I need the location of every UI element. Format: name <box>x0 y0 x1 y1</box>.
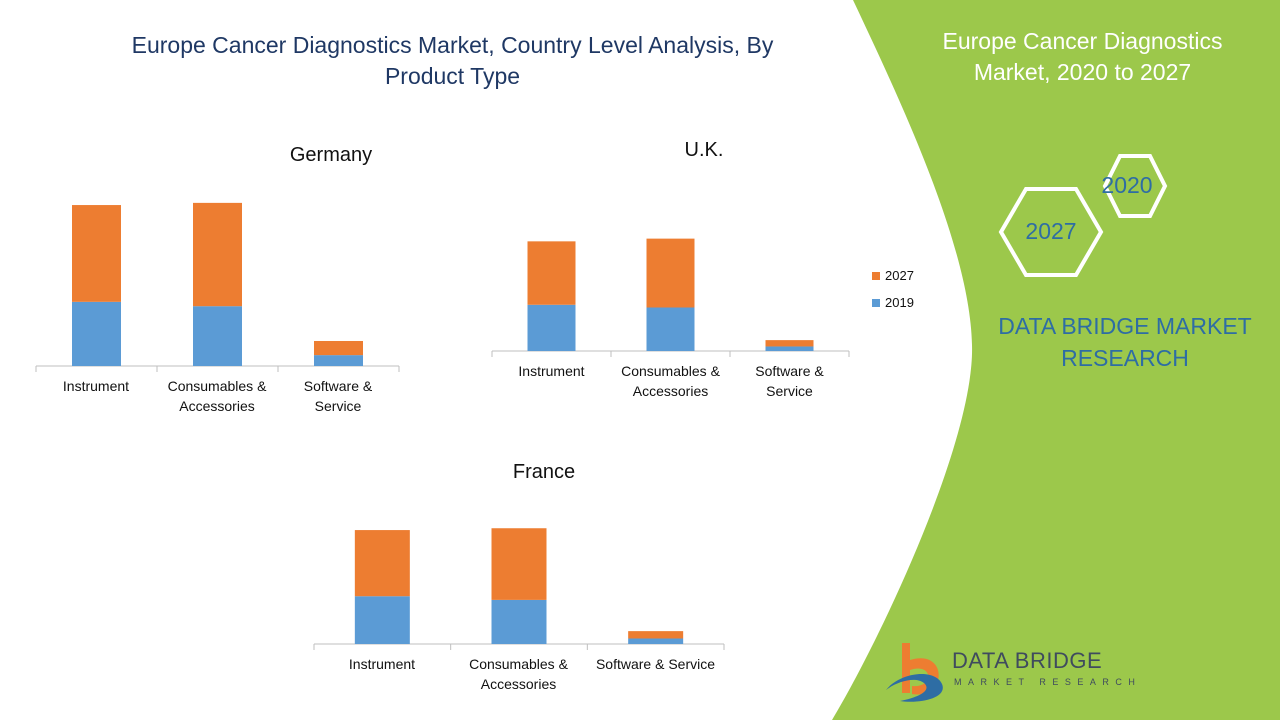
tick-label-france-instrument: Instrument <box>348 656 416 672</box>
tick-label-uk-instrument: Instrument <box>518 363 585 379</box>
hexagon-2027 <box>998 187 1104 277</box>
bar-germany-2019-1 <box>193 306 242 366</box>
hex-label-2027: 2027 <box>1025 218 1077 244</box>
tick-label-germany-instrument: Instrument <box>62 378 130 394</box>
legend: 2027 2019 <box>872 262 914 316</box>
hex-label-2020: 2020 <box>1101 172 1153 198</box>
chart-title-uk: U.K. <box>684 139 724 161</box>
bar-germany-2027-2 <box>314 340 363 356</box>
chart-title-germany: Germany <box>289 144 373 166</box>
legend-label-2019: 2019 <box>885 295 914 310</box>
tick-label-france-consumables: Consumables & Accessories <box>469 656 568 692</box>
legend-item-2027: 2027 <box>872 262 914 289</box>
bar-uk-2019-0 <box>527 304 576 351</box>
tick-label-uk-consumables: Consumables & Accessories <box>621 363 720 399</box>
bar-uk-2019-2 <box>765 346 814 351</box>
charts-layer <box>35 202 850 650</box>
bar-germany-2027-1 <box>193 202 242 307</box>
bar-germany-2027-0 <box>72 205 121 302</box>
tick-label-france-software: Software & Service <box>595 656 716 672</box>
legend-swatch-2027 <box>872 271 880 280</box>
bar-uk-2019-1 <box>646 307 695 351</box>
green-side-panel <box>832 0 1280 720</box>
chart-title-france: France <box>512 461 576 483</box>
brand-name: DATA BRIDGE MARKET RESEARCH <box>998 313 1252 371</box>
logo-wordmark: DATA BRIDGE <box>952 648 1103 673</box>
bar-uk-2027-0 <box>527 241 576 305</box>
data-bridge-logo-icon <box>886 643 943 702</box>
panel-title: Europe Cancer Diagnostics Market, 2020 t… <box>942 28 1223 85</box>
page-title: Europe Cancer Diagnostics Market, Countr… <box>131 32 774 89</box>
legend-swatch-2019 <box>872 298 880 307</box>
hexagon-2020 <box>1102 154 1168 218</box>
bar-germany-2019-0 <box>72 301 121 366</box>
tick-label-uk-software: Software & Service <box>755 363 824 399</box>
bar-france-2019-0 <box>354 596 410 644</box>
legend-label-2027: 2027 <box>885 268 914 283</box>
bar-uk-2027-1 <box>646 238 695 308</box>
bar-france-2027-0 <box>354 530 410 597</box>
bar-france-2027-2 <box>628 631 684 639</box>
bar-france-2027-1 <box>491 528 547 600</box>
bar-uk-2027-2 <box>765 340 814 347</box>
bar-france-2019-1 <box>491 599 547 644</box>
legend-item-2019: 2019 <box>872 289 914 316</box>
tick-label-germany-software: Software & Service <box>303 378 373 414</box>
bar-france-2019-2 <box>628 638 684 644</box>
bar-germany-2019-2 <box>314 355 363 366</box>
logo-subtitle: MARKET RESEARCH <box>954 677 1142 687</box>
tick-label-germany-consumables: Consumables & Accessories <box>167 378 267 414</box>
